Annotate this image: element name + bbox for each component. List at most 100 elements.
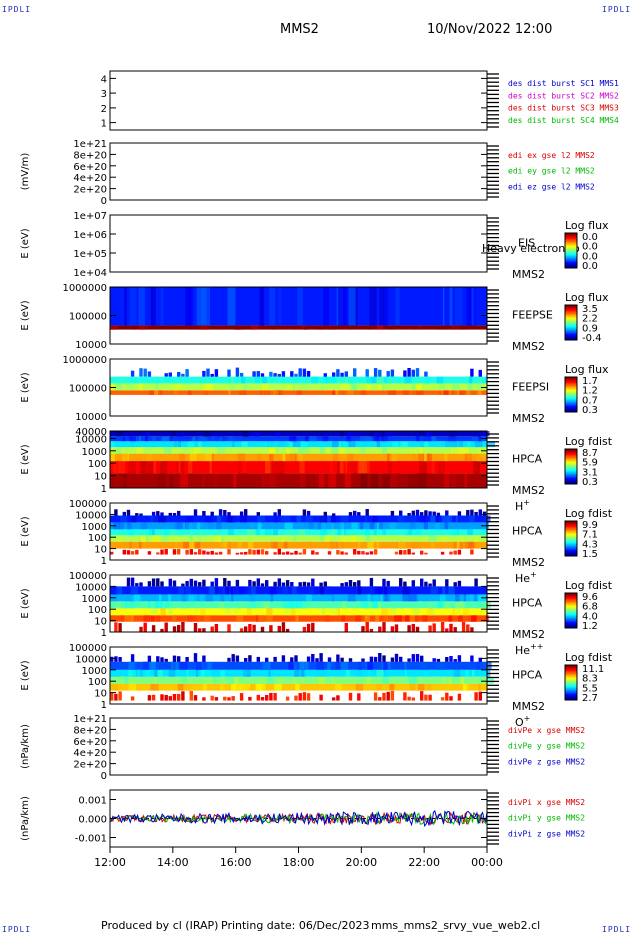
heatmap-texture	[443, 325, 451, 330]
heatmap-speckle	[277, 625, 281, 632]
heatmap-texture	[157, 669, 163, 677]
y-tick-label: 10	[94, 545, 107, 556]
colorbar-tick-label: 2.2	[582, 314, 598, 325]
colorbar-tick-label: 3.1	[582, 467, 598, 478]
heatmap-texture	[218, 601, 225, 609]
heatmap-texture	[465, 594, 474, 602]
legend-entry: des dist burst SC1 MMS1	[508, 79, 619, 88]
y-tick-label: 10000	[75, 654, 107, 665]
heatmap-texture	[383, 661, 389, 670]
y-tick-label: 8e+20	[73, 725, 107, 736]
heatmap-speckle	[164, 373, 168, 377]
heatmap-texture	[278, 287, 282, 326]
spacecraft-title: MMS2	[280, 22, 319, 37]
heatmap-texture	[332, 390, 336, 395]
heatmap-texture	[185, 586, 191, 595]
heatmap-texture	[475, 535, 478, 542]
colorbar-cell	[565, 686, 577, 689]
colorbar-cell	[565, 475, 577, 478]
heatmap-speckle	[390, 657, 395, 662]
heatmap-texture	[369, 522, 375, 530]
colorbar-cell	[565, 523, 577, 526]
heatmap-texture	[308, 522, 314, 530]
colorbar-cell	[565, 305, 577, 307]
heatmap-speckle	[160, 512, 164, 516]
heatmap-texture	[194, 447, 201, 454]
heatmap-speckle	[269, 692, 273, 701]
heatmap-texture	[208, 522, 215, 530]
heatmap-texture	[216, 522, 222, 530]
heatmap-speckle	[269, 625, 273, 632]
colorbar-tick-label: 0.0	[582, 261, 598, 272]
heatmap-speckle	[252, 549, 256, 555]
y-tick-label: 10000	[75, 435, 107, 446]
colorbar-cell	[565, 315, 577, 318]
heatmap-speckle	[281, 371, 286, 377]
heatmap-texture	[322, 376, 327, 384]
heatmap-texture	[347, 376, 353, 384]
heatmap-texture	[131, 515, 137, 523]
heatmap-speckle	[172, 694, 177, 701]
heatmap-texture	[347, 390, 355, 395]
instrument-label: HPCA	[512, 668, 543, 681]
heatmap-texture	[270, 441, 274, 448]
heatmap-texture	[328, 522, 335, 530]
heatmap-speckle	[302, 509, 307, 516]
y-tick-label: 10000	[75, 582, 107, 593]
heatmap-texture	[347, 431, 353, 437]
heatmap-texture	[238, 461, 242, 474]
heatmap-texture	[404, 661, 407, 670]
heatmap-speckle	[470, 627, 474, 632]
heatmap-texture	[204, 453, 212, 462]
colorbar-cell	[565, 321, 577, 323]
heatmap-texture	[127, 676, 135, 684]
heatmap-speckle	[407, 368, 411, 377]
colorbar-title: Log fdist	[565, 435, 613, 448]
heatmap-texture	[402, 515, 411, 523]
heatmap-texture	[202, 473, 205, 488]
heatmap-texture	[280, 515, 288, 523]
heatmap-texture	[290, 601, 298, 609]
heatmap-texture	[428, 436, 436, 442]
heatmap-texture	[209, 461, 212, 474]
panel-frame	[109, 214, 488, 273]
heatmap-texture	[439, 541, 444, 549]
colorbar-cell	[565, 541, 577, 544]
heatmap-texture	[150, 515, 154, 523]
heatmap-speckle	[445, 579, 449, 587]
colorbar-cell	[565, 551, 577, 554]
y-tick-label: 3	[101, 89, 107, 100]
heatmap-speckle	[198, 549, 202, 555]
heatmap-texture	[484, 601, 491, 609]
heatmap-texture	[273, 529, 278, 536]
y-tick-label: 1e+04	[73, 268, 107, 279]
heatmap-speckle	[252, 371, 256, 377]
colorbar-cell	[565, 235, 577, 238]
heatmap-texture	[316, 431, 324, 437]
colorbar-cell	[565, 694, 577, 697]
heatmap-texture	[367, 661, 373, 670]
heatmap-texture	[203, 615, 211, 622]
colorbar-cell	[565, 378, 577, 381]
heatmap-texture	[381, 436, 388, 442]
heatmap-speckle	[156, 511, 160, 516]
heatmap-texture	[344, 287, 351, 326]
heatmap-texture	[285, 447, 291, 454]
colorbar-cell	[565, 335, 577, 338]
heatmap-texture	[219, 683, 225, 691]
heatmap-speckle	[294, 550, 298, 555]
heatmap-speckle	[294, 655, 298, 662]
heatmap-texture	[331, 676, 334, 684]
heatmap-speckle	[428, 625, 432, 632]
heatmap-texture	[361, 447, 364, 454]
colorbar-cell	[565, 404, 577, 407]
heatmap-texture	[372, 601, 378, 609]
heatmap-speckle	[181, 373, 185, 377]
heatmap-texture	[213, 535, 221, 542]
y-tick-label: 4e+20	[73, 173, 107, 184]
heatmap-texture	[127, 594, 134, 602]
heatmap-texture	[151, 287, 160, 326]
heatmap-texture	[440, 325, 444, 330]
corner-label-bottom-right: IPDLI	[602, 925, 630, 934]
heatmap-texture	[142, 669, 151, 677]
